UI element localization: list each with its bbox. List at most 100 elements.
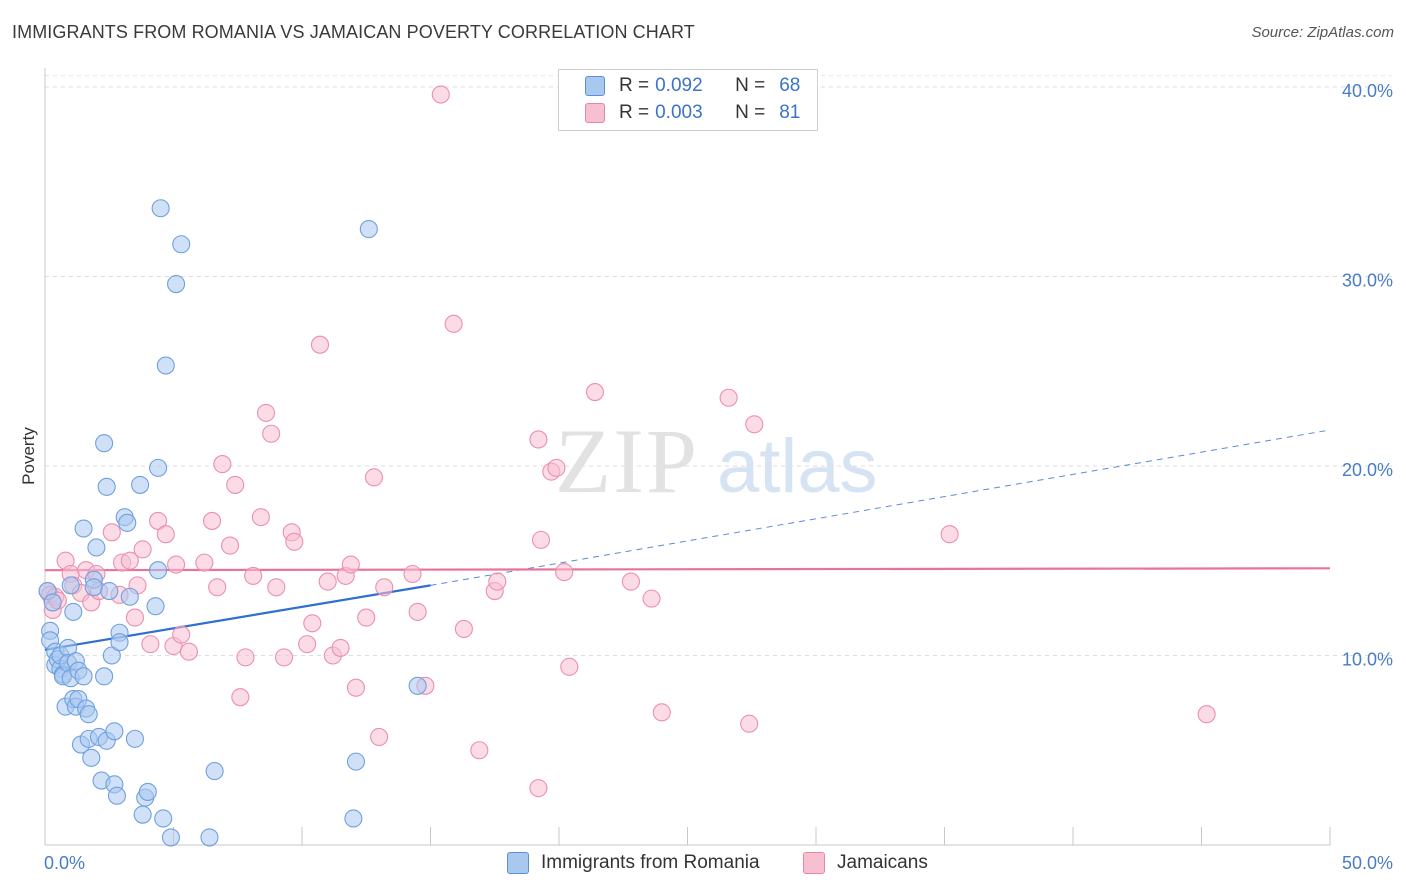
point-jamaicans: [357, 608, 376, 627]
bottom-legend-label-jamaicans: Jamaicans: [837, 852, 928, 873]
point-jamaicans: [220, 536, 240, 555]
point-jamaicans: [555, 563, 574, 582]
point-jamaicans: [141, 635, 160, 654]
tick-labels: 10.0% 20.0% 30.0% 40.0% 0.0% 50.0%: [44, 81, 1393, 873]
point-jamaicans: [529, 430, 548, 449]
point-jamaicans: [133, 540, 152, 559]
point-jamaicans: [341, 555, 360, 574]
point-jamaicans: [125, 608, 144, 627]
x-tick-label: 0.0%: [44, 853, 85, 873]
legend-r-label: R =: [619, 102, 650, 123]
point-jamaicans: [621, 572, 641, 591]
point-romania: [97, 477, 116, 496]
legend-r-value: 0.003: [655, 102, 703, 123]
point-romania: [172, 235, 191, 254]
bottom-legend-romania: Immigrants from Romania: [507, 852, 760, 874]
bottom-legend-jamaicans: Jamaicans: [803, 852, 928, 874]
point-jamaicans: [940, 525, 959, 544]
point-romania: [131, 475, 150, 494]
legend-n-value: 81: [779, 102, 801, 123]
legend-r-label: R =: [619, 75, 650, 96]
legend-r-value: 0.092: [655, 75, 703, 96]
point-jamaicans: [262, 424, 281, 443]
y-tick-label: 10.0%: [1342, 649, 1393, 669]
point-romania: [64, 602, 83, 621]
legend-n-label: N =: [735, 102, 766, 123]
point-romania: [205, 762, 224, 781]
point-romania: [120, 587, 139, 606]
point-jamaicans: [179, 642, 198, 661]
point-jamaicans: [244, 566, 263, 585]
y-axis-label: Poverty: [19, 427, 38, 485]
point-romania: [408, 676, 427, 695]
point-romania: [95, 434, 114, 453]
point-jamaicans: [470, 741, 489, 760]
data-points: [38, 85, 1216, 847]
x-tick-label: 50.0%: [1342, 853, 1393, 873]
bottom-legend: Immigrants from Romania Jamaicans: [0, 852, 1406, 878]
point-romania: [107, 786, 127, 805]
source-label: Source: ZipAtlas.com: [1251, 24, 1394, 41]
point-romania: [151, 199, 170, 218]
bottom-legend-swatch-romania: [507, 852, 529, 874]
point-jamaicans: [488, 572, 507, 591]
point-jamaicans: [454, 619, 473, 639]
point-romania: [110, 633, 129, 652]
point-romania: [149, 561, 168, 580]
point-jamaicans: [231, 688, 250, 707]
point-romania: [133, 805, 152, 824]
point-romania: [84, 578, 103, 597]
point-romania: [125, 729, 144, 748]
point-romania: [79, 705, 98, 724]
bottom-legend-label-romania: Immigrants from Romania: [541, 852, 760, 873]
point-jamaicans: [203, 511, 222, 530]
point-jamaicans: [560, 657, 579, 676]
bottom-legend-swatch-jamaicans: [803, 852, 825, 874]
watermark-zip: ZIP: [555, 410, 699, 512]
point-romania: [156, 356, 175, 375]
legend-swatch-jamaicans: [585, 103, 605, 123]
point-jamaicans: [120, 551, 139, 570]
y-tick-label: 20.0%: [1342, 460, 1393, 480]
point-romania: [146, 597, 165, 616]
chart-title: IMMIGRANTS FROM ROMANIA VS JAMAICAN POVE…: [12, 22, 695, 42]
legend-row-romania: R = 0.092 N = 68: [585, 74, 800, 98]
point-jamaicans: [310, 335, 330, 354]
point-jamaicans: [642, 589, 661, 608]
point-jamaicans: [256, 403, 276, 422]
point-jamaicans: [208, 578, 227, 597]
point-romania: [95, 667, 114, 686]
point-romania: [100, 582, 119, 601]
point-romania: [149, 458, 168, 477]
legend-row-jamaicans: R = 0.003 N = 81: [585, 101, 800, 125]
point-romania: [200, 828, 219, 847]
point-romania: [61, 576, 80, 595]
point-jamaicans: [274, 648, 294, 667]
point-jamaicans: [431, 85, 450, 104]
point-romania: [74, 519, 93, 538]
point-jamaicans: [298, 635, 317, 654]
watermark-atlas: atlas: [717, 424, 878, 509]
point-romania: [344, 809, 363, 828]
point-jamaicans: [167, 555, 186, 574]
y-tick-label: 30.0%: [1342, 270, 1393, 290]
y-tick-label: 40.0%: [1342, 81, 1393, 101]
trend-line-jamaicans: [44, 567, 1331, 572]
point-jamaicans: [156, 525, 175, 544]
point-jamaicans: [102, 523, 121, 542]
point-jamaicans: [531, 530, 551, 549]
trend-line-romania: [44, 584, 431, 651]
point-jamaicans: [346, 678, 366, 697]
point-jamaicans: [529, 779, 548, 798]
point-jamaicans: [213, 455, 232, 474]
point-jamaicans: [370, 727, 389, 747]
trend-line-romania-extension: [430, 429, 1331, 586]
legend-n-label: N =: [735, 75, 766, 96]
legend: R = 0.092 N = 68 R = 0.003 N = 81: [558, 69, 818, 131]
point-jamaicans: [236, 648, 255, 667]
point-romania: [102, 646, 121, 665]
point-romania: [74, 667, 93, 686]
point-jamaicans: [303, 614, 322, 633]
point-romania: [154, 809, 173, 828]
